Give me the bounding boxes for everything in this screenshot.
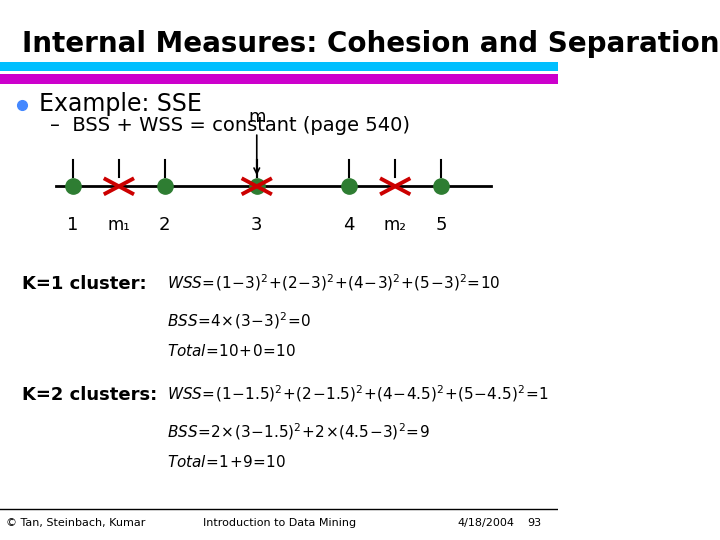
- FancyBboxPatch shape: [0, 74, 558, 84]
- Text: $BSS\!=\!2\!\times\!(3\!-\!1.5)^2\!+\!2\!\times\!(4.5\!-\!3)^2\!=\!9$: $BSS\!=\!2\!\times\!(3\!-\!1.5)^2\!+\!2\…: [168, 421, 430, 442]
- Text: K=2 clusters:: K=2 clusters:: [22, 386, 158, 404]
- Text: Introduction to Data Mining: Introduction to Data Mining: [202, 518, 356, 528]
- Text: K=1 cluster:: K=1 cluster:: [22, 275, 147, 293]
- Text: © Tan, Steinbach, Kumar: © Tan, Steinbach, Kumar: [6, 518, 145, 528]
- Text: $Total\!=\!1\!+\!9\!=\!10$: $Total\!=\!1\!+\!9\!=\!10$: [168, 454, 287, 470]
- Text: m: m: [248, 108, 266, 126]
- Text: Example: SSE: Example: SSE: [39, 92, 202, 116]
- Text: $WSS\!=\!(1\!-\!3)^2\!+\!(2\!-\!3)^2\!+\!(4\!-\!3)^2\!+\!(5\!-\!3)^2\!=\!10$: $WSS\!=\!(1\!-\!3)^2\!+\!(2\!-\!3)^2\!+\…: [168, 273, 501, 293]
- Text: –  BSS + WSS = constant (page 540): – BSS + WSS = constant (page 540): [50, 116, 410, 135]
- Text: $Total\!=\!10\!+\!0\!=\!10$: $Total\!=\!10\!+\!0\!=\!10$: [168, 343, 297, 359]
- Text: Internal Measures: Cohesion and Separation: Internal Measures: Cohesion and Separati…: [22, 30, 720, 58]
- Text: 3: 3: [251, 216, 263, 234]
- FancyBboxPatch shape: [0, 62, 558, 71]
- Text: 5: 5: [435, 216, 446, 234]
- Text: m₂: m₂: [384, 216, 407, 234]
- Text: m₁: m₁: [107, 216, 130, 234]
- Text: 4/18/2004: 4/18/2004: [458, 518, 515, 528]
- Text: $WSS\!=\!(1\!-\!1.5)^2\!+\!(2\!-\!1.5)^2\!+\!(4\!-\!4.5)^2\!+\!(5\!-\!4.5)^2\!=\: $WSS\!=\!(1\!-\!1.5)^2\!+\!(2\!-\!1.5)^2…: [168, 383, 549, 404]
- Text: 93: 93: [527, 518, 541, 528]
- Text: 2: 2: [159, 216, 171, 234]
- Text: 1: 1: [67, 216, 78, 234]
- Text: $BSS\!=\!4\!\times\!(3\!-\!3)^2\!=\!0$: $BSS\!=\!4\!\times\!(3\!-\!3)^2\!=\!0$: [168, 310, 311, 331]
- Text: 4: 4: [343, 216, 355, 234]
